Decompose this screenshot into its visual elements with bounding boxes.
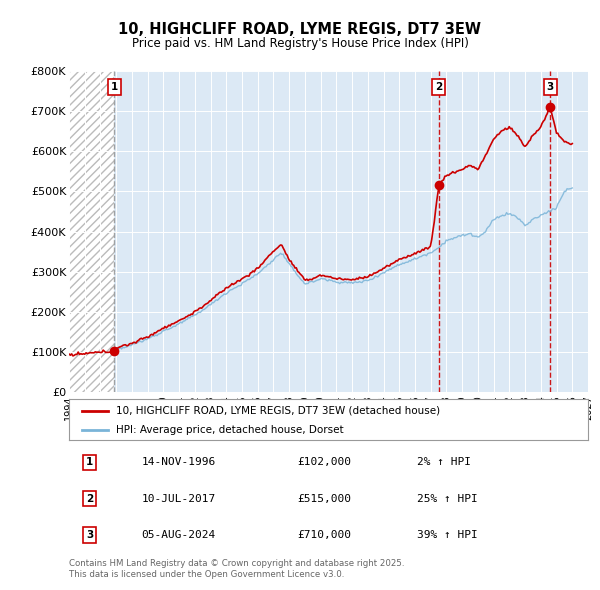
- Text: 10-JUL-2017: 10-JUL-2017: [142, 494, 216, 503]
- Text: 2: 2: [435, 82, 443, 92]
- Bar: [69, 71, 114, 392]
- Text: Price paid vs. HM Land Registry's House Price Index (HPI): Price paid vs. HM Land Registry's House …: [131, 37, 469, 50]
- Text: 1: 1: [86, 457, 94, 467]
- Text: 10, HIGHCLIFF ROAD, LYME REGIS, DT7 3EW (detached house): 10, HIGHCLIFF ROAD, LYME REGIS, DT7 3EW …: [116, 406, 440, 416]
- Text: £710,000: £710,000: [298, 530, 352, 540]
- Bar: [69, 71, 114, 392]
- Text: £102,000: £102,000: [298, 457, 352, 467]
- Text: 05-AUG-2024: 05-AUG-2024: [142, 530, 216, 540]
- Text: 10, HIGHCLIFF ROAD, LYME REGIS, DT7 3EW: 10, HIGHCLIFF ROAD, LYME REGIS, DT7 3EW: [119, 22, 482, 37]
- Text: 39% ↑ HPI: 39% ↑ HPI: [417, 530, 478, 540]
- Bar: [69, 71, 114, 392]
- Text: 3: 3: [547, 82, 554, 92]
- Text: 14-NOV-1996: 14-NOV-1996: [142, 457, 216, 467]
- Text: £515,000: £515,000: [298, 494, 352, 503]
- Text: 1: 1: [110, 82, 118, 92]
- Text: 3: 3: [86, 530, 94, 540]
- Text: 25% ↑ HPI: 25% ↑ HPI: [417, 494, 478, 503]
- Text: 2: 2: [86, 494, 94, 503]
- Text: 2% ↑ HPI: 2% ↑ HPI: [417, 457, 471, 467]
- Text: HPI: Average price, detached house, Dorset: HPI: Average price, detached house, Dors…: [116, 425, 343, 434]
- Text: Contains HM Land Registry data © Crown copyright and database right 2025.
This d: Contains HM Land Registry data © Crown c…: [69, 559, 404, 579]
